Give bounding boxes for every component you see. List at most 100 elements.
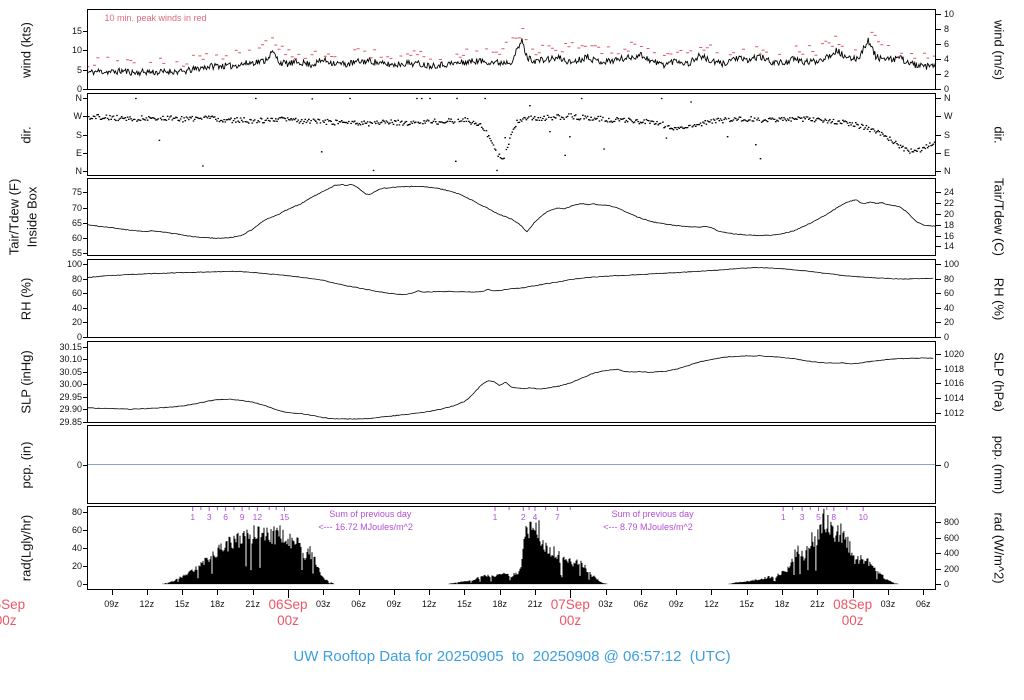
ytick-left-slp — [83, 384, 88, 386]
energy-sum-label: 2 — [521, 512, 526, 522]
xtick — [146, 590, 148, 595]
ytick-right-temperature — [936, 202, 941, 204]
annotation-rad: Sum of previous day — [611, 508, 694, 519]
ytick-label-right-rad: 600 — [944, 532, 960, 543]
xtick-label: 21z — [810, 599, 825, 609]
xtick — [323, 590, 325, 595]
xtick — [746, 590, 748, 595]
ytick-left-dir — [83, 170, 88, 172]
y-axis-label-left-dir: dir. — [18, 125, 34, 144]
panel-slp — [87, 341, 936, 423]
energy-sum-label: 3 — [207, 512, 212, 522]
energy-sum-label: 8 — [831, 512, 836, 522]
energy-sum-label: 1 — [781, 512, 786, 522]
ytick-right-slp — [936, 368, 941, 370]
series-solar-radiation — [162, 508, 899, 585]
ytick-label-right-temperature: 16 — [944, 230, 955, 241]
x-date-label: 08Sep 00z — [833, 597, 872, 629]
energy-sum-label: 3 — [800, 512, 805, 522]
ytick-left-slp — [83, 421, 88, 423]
ytick-label-left-rh: 60 — [71, 288, 82, 299]
ytick-left-rad — [83, 548, 88, 549]
panel-temperature-canvas — [88, 183, 935, 240]
ytick-right-rad — [936, 537, 941, 539]
xtick — [393, 590, 395, 595]
ytick-label-left-temperature: 75 — [71, 187, 82, 198]
ytick-right-temperature — [936, 213, 941, 215]
ytick-left-dir — [83, 116, 88, 118]
panel-rad: 1 3 6 9 12 15 1 2 4 7 1 3 5 8 10 — [87, 506, 936, 590]
x-date-line1: 06Sep — [268, 597, 308, 612]
panel-rad-canvas: 1 3 6 9 12 15 1 2 4 7 1 3 5 8 10 — [162, 507, 899, 585]
ytick-label-right-rh: 0 — [944, 332, 950, 342]
ytick-label-left-dir: W — [73, 111, 83, 122]
ytick-label-left-pcp: 0 — [76, 459, 82, 470]
series-wind-direction — [88, 97, 935, 172]
xtick-label: 15z — [457, 599, 472, 609]
xtick — [676, 590, 678, 595]
xtick-date — [570, 590, 572, 598]
ytick-left-slp — [83, 371, 88, 373]
ytick-left-pcp — [83, 464, 88, 466]
ytick-left-slp — [83, 396, 88, 398]
xtick-label: 09z — [668, 599, 684, 609]
annotation-rad: <--- 16.72 MJoules/m^2 — [318, 521, 413, 532]
ytick-left-dir — [83, 98, 88, 100]
ytick-left-slp — [83, 346, 88, 348]
ytick-label-left-slp: 30.10 — [59, 354, 82, 365]
y-axis-label-left-rh: RH (%) — [18, 277, 34, 320]
ytick-right-dir — [936, 152, 941, 154]
y-axis-label-right-pcp: pcp. (mm) — [991, 435, 1007, 494]
ytick-label-right-temperature: 18 — [944, 219, 955, 230]
ytick-label-right-dir: S — [944, 129, 951, 140]
ytick-left-dir — [83, 134, 88, 136]
x-date-label: 06Sep 00z — [268, 597, 307, 629]
panel-wind-canvas — [88, 28, 935, 77]
xtick — [252, 590, 254, 595]
ytick-right-dir — [936, 116, 941, 118]
ytick-left-temperature — [83, 192, 88, 194]
xtick-label: 06z — [633, 599, 649, 609]
panel-rh — [87, 259, 936, 338]
ytick-left-rh — [83, 264, 88, 266]
ytick-label-left-slp: 29.90 — [59, 404, 82, 415]
ytick-label-left-wind: 15 — [71, 26, 82, 37]
energy-sum-label: 1 — [493, 512, 498, 522]
ytick-left-dir — [83, 152, 88, 154]
ytick-right-dir — [936, 98, 941, 100]
xtick-label: 09z — [386, 599, 402, 609]
ytick-label-left-rad: 0 — [76, 579, 82, 590]
ytick-left-temperature — [83, 253, 88, 255]
annotation-wind: 10 min. peak winds in red — [104, 13, 207, 24]
x-date-label: 07Sep 00z — [551, 597, 590, 629]
xtick — [711, 590, 713, 595]
xtick-label: 03z — [316, 599, 331, 609]
energy-sum-label: 6 — [223, 512, 228, 522]
xtick — [182, 590, 184, 595]
xtick-label: 03z — [598, 599, 613, 609]
xtick-label: 06z — [351, 599, 366, 609]
ytick-left-rh — [83, 322, 88, 324]
xtick-label: 03z — [880, 599, 896, 609]
ytick-label-right-temperature: 14 — [944, 241, 955, 252]
y-axis-label-right-rad: rad (W/m^2) — [991, 512, 1007, 584]
ytick-label-right-rh: 80 — [944, 273, 955, 284]
ytick-label-left-rh: 100 — [66, 259, 82, 270]
ytick-label-right-dir: E — [944, 147, 951, 158]
ytick-left-rad — [83, 566, 88, 568]
xtick-label: 12z — [421, 599, 437, 609]
xtick — [923, 590, 925, 595]
y-axis-label-right-rh: RH (%) — [991, 277, 1007, 320]
ytick-left-temperature — [83, 237, 88, 239]
x-date-line2: 00z — [841, 613, 864, 628]
y-axis-label-right-dir: dir. — [991, 125, 1007, 144]
panel-rh-canvas — [88, 267, 934, 296]
ytick-right-temperature — [936, 191, 941, 193]
annotation-rad: <--- 8.79 MJoules/m^2 — [603, 521, 693, 532]
y-axis-label-left-temperature: Tair/Tdew (F) — [6, 178, 22, 256]
series-air-temperature — [88, 183, 935, 240]
ytick-left-rh — [83, 307, 88, 309]
energy-sum-label: 7 — [555, 512, 560, 522]
xtick — [358, 590, 360, 595]
